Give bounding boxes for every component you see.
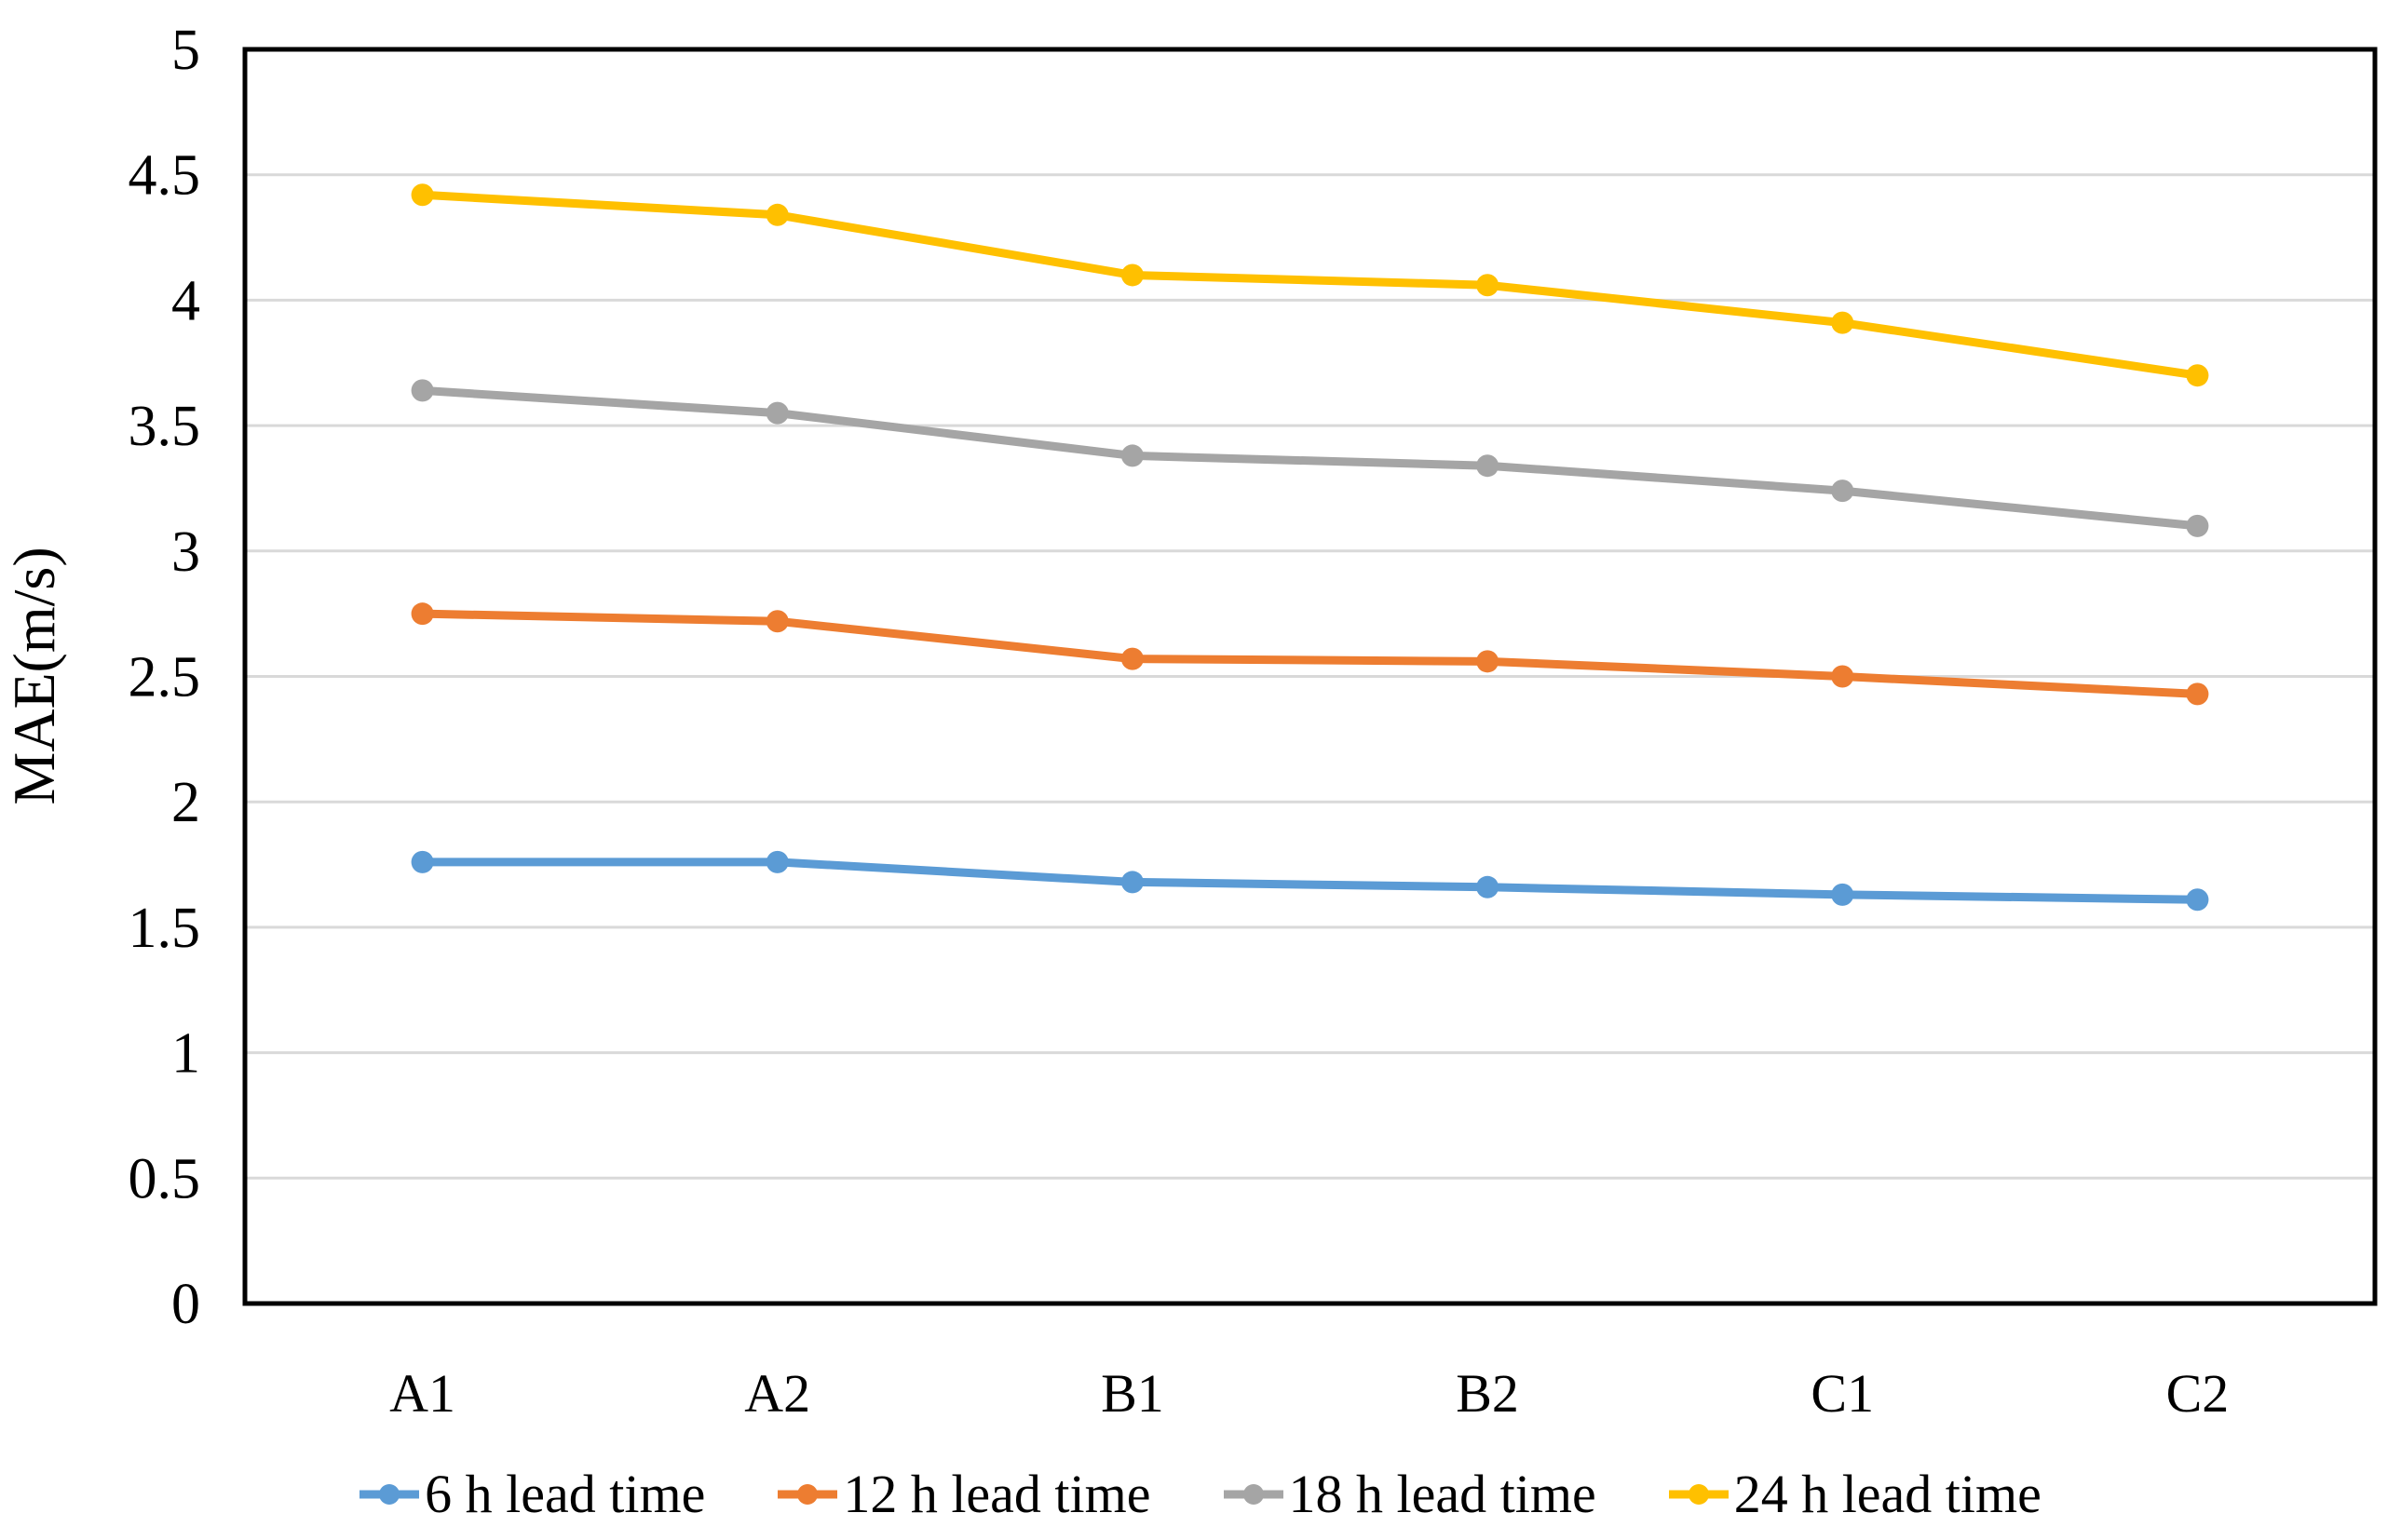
legend-item-24-h-lead-time: 24 h lead time — [1668, 1464, 2042, 1524]
legend-marker-icon-18-h-lead-time — [1223, 1481, 1283, 1507]
x-axis-tick-labels: A1 A2 B1 B2 C1 C2 — [389, 1363, 2229, 1424]
legend-item-6-h-lead-time: 6 h lead time — [359, 1467, 705, 1521]
y-tick-label: 1 — [171, 1022, 200, 1086]
data-point-18-h-lead-time-A1 — [411, 379, 434, 402]
data-point-24-h-lead-time-C1 — [1831, 311, 1854, 334]
data-point-18-h-lead-time-A2 — [766, 401, 789, 425]
y-tick-label: 4 — [171, 269, 200, 332]
y-tick-label: 0 — [171, 1273, 200, 1336]
legend-item-12-h-lead-time: 12 h lead time — [778, 1464, 1151, 1524]
data-point-6-h-lead-time-A2 — [766, 850, 789, 873]
y-tick-label: 2.5 — [129, 646, 201, 709]
data-point-18-h-lead-time-B1 — [1120, 444, 1144, 467]
x-tick-label: A2 — [744, 1363, 810, 1424]
legend-label: 6 h lead time — [425, 1464, 706, 1524]
y-tick-label: 3 — [171, 520, 200, 584]
data-point-6-h-lead-time-A1 — [411, 850, 434, 873]
y-tick-label: 4.5 — [129, 144, 201, 208]
y-axis-tick-labels: 5 4.5 4 3.5 3 2.5 2 1.5 1 0.5 0 — [129, 19, 201, 1336]
legend-item-18-h-lead-time: 18 h lead time — [1223, 1464, 1596, 1524]
series-line-12-h-lead-time — [418, 609, 2202, 698]
data-point-12-h-lead-time-A2 — [766, 610, 789, 633]
legend-label: 18 h lead time — [1288, 1464, 1596, 1524]
data-point-6-h-lead-time-C1 — [1831, 883, 1854, 906]
y-axis-title: MAE(m/s) — [1, 547, 67, 804]
series-line-6-h-lead-time — [418, 858, 2202, 904]
data-point-12-h-lead-time-B1 — [1120, 647, 1144, 670]
x-tick-label: A1 — [389, 1363, 455, 1424]
y-tick-label: 3.5 — [129, 395, 201, 458]
legend-dot-glyph — [379, 1484, 400, 1505]
series-line-18-h-lead-time — [418, 385, 2202, 531]
legend-dot-glyph — [797, 1484, 819, 1505]
data-point-18-h-lead-time-C2 — [2186, 514, 2209, 537]
data-point-12-h-lead-time-B2 — [1476, 650, 1499, 673]
data-point-12-h-lead-time-C2 — [2186, 682, 2209, 706]
series-line-24-h-lead-time — [418, 190, 2202, 380]
data-point-6-h-lead-time-B1 — [1120, 871, 1144, 894]
x-tick-label: B1 — [1101, 1363, 1164, 1424]
data-point-12-h-lead-time-C1 — [1831, 665, 1854, 688]
data-point-6-h-lead-time-C2 — [2186, 888, 2209, 912]
legend: 6 h lead time 12 h lead time 18 h lead tim… — [0, 1452, 2401, 1536]
data-point-24-h-lead-time-A1 — [411, 183, 434, 207]
series-layer — [411, 183, 2209, 912]
legend-dot-glyph — [1242, 1484, 1264, 1505]
legend-label: 12 h lead time — [843, 1464, 1151, 1524]
data-point-18-h-lead-time-B2 — [1476, 454, 1499, 478]
gridlines — [245, 173, 2375, 1180]
data-point-24-h-lead-time-B2 — [1476, 274, 1499, 297]
legend-label: 24 h lead time — [1733, 1464, 2042, 1524]
plot-border — [242, 47, 2378, 1306]
y-tick-label: 1.5 — [129, 897, 201, 960]
data-point-18-h-lead-time-C1 — [1831, 480, 1854, 503]
data-point-12-h-lead-time-A1 — [411, 602, 434, 626]
data-point-24-h-lead-time-A2 — [766, 203, 789, 226]
y-tick-label: 0.5 — [129, 1147, 201, 1210]
y-tick-label: 2 — [171, 771, 200, 834]
legend-marker-icon-6-h-lead-time — [359, 1481, 420, 1507]
data-point-24-h-lead-time-C2 — [2186, 364, 2209, 387]
data-point-24-h-lead-time-B1 — [1120, 263, 1144, 287]
legend-dot-glyph — [1688, 1484, 1709, 1505]
data-point-6-h-lead-time-B2 — [1476, 875, 1499, 898]
y-tick-label: 5 — [171, 19, 200, 82]
x-tick-label: C2 — [2166, 1363, 2230, 1424]
x-tick-label: C1 — [1811, 1363, 1874, 1424]
legend-marker-icon-24-h-lead-time — [1668, 1481, 1729, 1507]
x-tick-label: B2 — [1456, 1363, 1519, 1424]
legend-marker-icon-12-h-lead-time — [778, 1481, 838, 1507]
